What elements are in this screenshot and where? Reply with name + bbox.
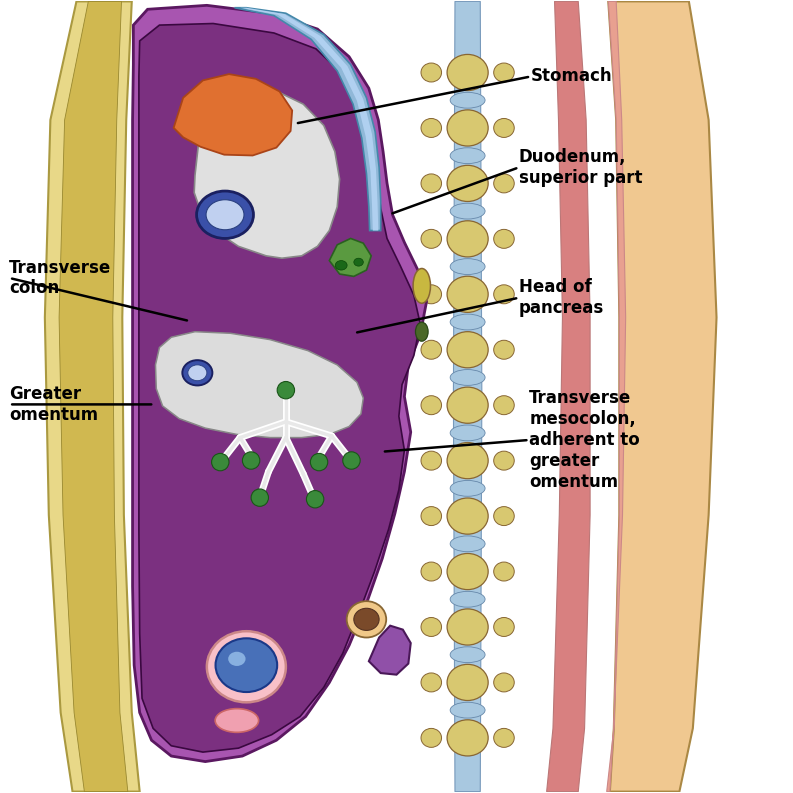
Ellipse shape	[197, 191, 254, 239]
Ellipse shape	[494, 562, 514, 581]
Ellipse shape	[278, 381, 294, 399]
Polygon shape	[369, 626, 411, 675]
Ellipse shape	[447, 387, 488, 423]
Text: Stomach: Stomach	[531, 67, 612, 86]
Ellipse shape	[447, 55, 488, 90]
Polygon shape	[132, 6, 427, 761]
Ellipse shape	[421, 174, 442, 193]
Ellipse shape	[494, 340, 514, 359]
Text: Transverse
colon: Transverse colon	[10, 259, 112, 297]
Ellipse shape	[494, 63, 514, 82]
Polygon shape	[155, 331, 363, 438]
Ellipse shape	[416, 322, 428, 341]
Ellipse shape	[421, 507, 442, 526]
Ellipse shape	[447, 331, 488, 368]
Ellipse shape	[447, 110, 488, 146]
Ellipse shape	[343, 452, 360, 469]
Ellipse shape	[447, 554, 488, 590]
Ellipse shape	[447, 165, 488, 201]
Ellipse shape	[421, 340, 442, 359]
Polygon shape	[59, 2, 128, 791]
Ellipse shape	[228, 652, 246, 666]
Ellipse shape	[243, 452, 260, 469]
Ellipse shape	[494, 229, 514, 248]
Ellipse shape	[494, 729, 514, 747]
Ellipse shape	[354, 608, 379, 630]
Ellipse shape	[421, 63, 442, 82]
Ellipse shape	[494, 451, 514, 470]
Ellipse shape	[447, 498, 488, 534]
Ellipse shape	[494, 118, 514, 137]
Ellipse shape	[450, 647, 485, 663]
Text: Greater
omentum: Greater omentum	[10, 385, 98, 423]
Ellipse shape	[421, 118, 442, 137]
Ellipse shape	[494, 673, 514, 692]
Polygon shape	[240, 8, 378, 231]
Ellipse shape	[413, 269, 431, 303]
Ellipse shape	[421, 562, 442, 581]
Polygon shape	[546, 2, 590, 791]
Ellipse shape	[450, 425, 485, 441]
Ellipse shape	[450, 536, 485, 552]
Ellipse shape	[310, 454, 328, 471]
Ellipse shape	[212, 454, 229, 471]
Ellipse shape	[421, 396, 442, 415]
Ellipse shape	[450, 259, 485, 274]
Polygon shape	[607, 2, 626, 791]
Polygon shape	[329, 239, 371, 277]
Ellipse shape	[421, 729, 442, 747]
Polygon shape	[139, 24, 420, 752]
Ellipse shape	[335, 261, 347, 270]
Ellipse shape	[494, 618, 514, 637]
Ellipse shape	[182, 360, 213, 385]
Ellipse shape	[354, 259, 363, 266]
Ellipse shape	[421, 285, 442, 304]
Text: Transverse
mesocolon,
adherent to
greater
omentum: Transverse mesocolon, adherent to greate…	[529, 389, 640, 491]
Ellipse shape	[251, 489, 269, 507]
Ellipse shape	[447, 220, 488, 257]
Polygon shape	[608, 2, 717, 791]
Ellipse shape	[215, 709, 259, 733]
Ellipse shape	[188, 365, 207, 381]
Ellipse shape	[421, 618, 442, 637]
Ellipse shape	[494, 285, 514, 304]
Ellipse shape	[216, 638, 278, 692]
Ellipse shape	[450, 314, 485, 330]
Ellipse shape	[450, 147, 485, 163]
Ellipse shape	[447, 609, 488, 645]
Text: Head of
pancreas: Head of pancreas	[519, 278, 604, 317]
Ellipse shape	[306, 491, 324, 508]
Polygon shape	[174, 74, 292, 155]
Ellipse shape	[207, 631, 285, 703]
Ellipse shape	[494, 396, 514, 415]
Ellipse shape	[494, 507, 514, 526]
Polygon shape	[45, 2, 140, 791]
Ellipse shape	[450, 370, 485, 385]
Polygon shape	[194, 84, 339, 259]
Ellipse shape	[450, 592, 485, 607]
Ellipse shape	[450, 703, 485, 718]
Ellipse shape	[450, 481, 485, 496]
Ellipse shape	[421, 673, 442, 692]
Text: Duodenum,
superior part: Duodenum, superior part	[519, 148, 642, 186]
Polygon shape	[454, 2, 482, 791]
Ellipse shape	[450, 92, 485, 108]
Ellipse shape	[450, 203, 485, 219]
Ellipse shape	[421, 229, 442, 248]
Ellipse shape	[447, 720, 488, 756]
Ellipse shape	[447, 665, 488, 700]
Ellipse shape	[447, 442, 488, 479]
Ellipse shape	[447, 276, 488, 312]
Ellipse shape	[494, 174, 514, 193]
Polygon shape	[235, 8, 381, 231]
Ellipse shape	[347, 601, 386, 638]
Ellipse shape	[421, 451, 442, 470]
Ellipse shape	[206, 200, 244, 230]
